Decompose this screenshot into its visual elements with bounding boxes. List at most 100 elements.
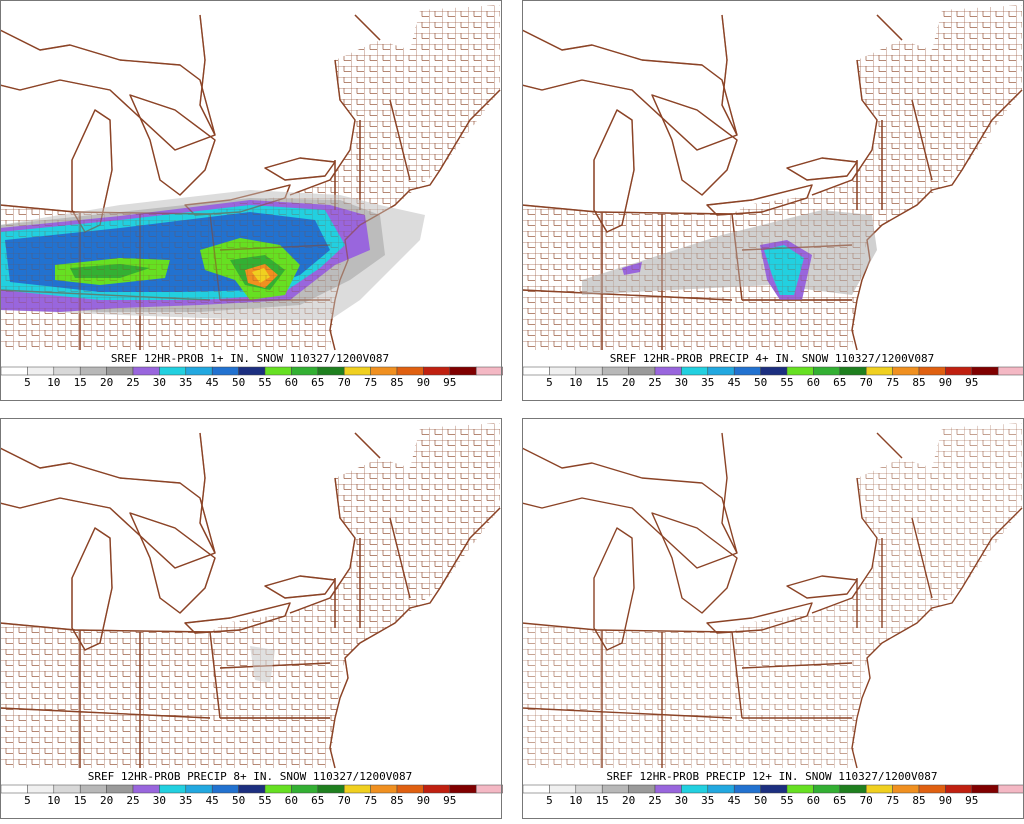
colorbar-label: 75 xyxy=(886,794,899,807)
colorbar-box xyxy=(291,366,319,376)
colorbar-box xyxy=(106,784,134,794)
colorbar-box xyxy=(601,366,629,376)
colorbar-label: 85 xyxy=(390,376,403,389)
map-panel: SREF 12HR-PROB PRECIP 4+ IN. SNOW 110327… xyxy=(522,0,1024,401)
colorbar-box xyxy=(971,784,999,794)
colorbar-label: 70 xyxy=(338,376,351,389)
colorbar-box xyxy=(53,784,81,794)
colorbar-box xyxy=(760,366,788,376)
colorbar-box xyxy=(918,784,946,794)
colorbar-label: 60 xyxy=(285,376,298,389)
colorbar-label: 15 xyxy=(74,794,87,807)
colorbar-label: 60 xyxy=(807,376,820,389)
colorbar-label: 5 xyxy=(24,794,31,807)
colorbar-box xyxy=(185,366,213,376)
colorbar-box xyxy=(997,366,1024,376)
colorbar-label: 90 xyxy=(417,794,430,807)
colorbar-label: 85 xyxy=(390,794,403,807)
colorbar-label: 35 xyxy=(179,376,192,389)
colorbar-box xyxy=(238,784,266,794)
colorbar-box xyxy=(370,784,398,794)
map-area xyxy=(522,4,1023,351)
colorbar-label: 30 xyxy=(675,794,688,807)
colorbar-box xyxy=(654,366,682,376)
colorbar-box xyxy=(264,784,292,794)
colorbar-box xyxy=(475,366,503,376)
colorbar-box xyxy=(449,366,477,376)
colorbar-box xyxy=(291,784,319,794)
colorbar-box xyxy=(211,784,239,794)
colorbar-label: 50 xyxy=(754,376,767,389)
basemap-overlay xyxy=(522,4,1023,351)
colorbar-label: 75 xyxy=(364,376,377,389)
colorbar-box xyxy=(839,784,867,794)
colorbar-box xyxy=(786,366,814,376)
colorbar-label: 45 xyxy=(728,794,741,807)
colorbar-label: 30 xyxy=(153,376,166,389)
colorbar-label: 25 xyxy=(126,376,139,389)
colorbar-box xyxy=(0,784,28,794)
colorbar-box xyxy=(185,784,213,794)
colorbar-box xyxy=(760,784,788,794)
colorbar-box xyxy=(945,366,973,376)
panel-frame xyxy=(0,0,502,401)
colorbar-label: 50 xyxy=(232,794,245,807)
map-area xyxy=(0,4,501,351)
map-area xyxy=(0,422,501,769)
colorbar-box xyxy=(79,366,107,376)
colorbar-box xyxy=(396,784,424,794)
colorbar-label: 15 xyxy=(74,376,87,389)
colorbar-label: 85 xyxy=(912,794,925,807)
colorbar-box xyxy=(159,784,187,794)
colorbar-label: 20 xyxy=(100,794,113,807)
colorbar-label: 55 xyxy=(780,794,793,807)
colorbar-label: 5 xyxy=(24,376,31,389)
colorbar-label: 10 xyxy=(569,794,582,807)
colorbar-box xyxy=(997,784,1024,794)
colorbar-label: 50 xyxy=(232,376,245,389)
colorbar-box xyxy=(475,784,503,794)
colorbar-box xyxy=(733,784,761,794)
colorbar-box xyxy=(549,784,577,794)
colorbar-label: 20 xyxy=(100,376,113,389)
colorbar-box xyxy=(865,366,893,376)
colorbar-label: 90 xyxy=(939,376,952,389)
colorbar-label: 10 xyxy=(47,794,60,807)
colorbar-label: 65 xyxy=(833,376,846,389)
colorbar-label: 75 xyxy=(364,794,377,807)
colorbar-label: 65 xyxy=(833,794,846,807)
colorbar-label: 45 xyxy=(206,376,219,389)
basemap-overlay xyxy=(0,4,501,351)
colorbar-box xyxy=(522,366,550,376)
colorbar-label: 55 xyxy=(780,376,793,389)
colorbar-label: 95 xyxy=(965,376,978,389)
colorbar-label: 5 xyxy=(546,376,553,389)
colorbar-label: 25 xyxy=(648,376,661,389)
map-panel: SREF 12HR-PROB PRECIP 12+ IN. SNOW 11032… xyxy=(522,418,1024,819)
colorbar-label: 20 xyxy=(622,376,635,389)
colorbar-label: 65 xyxy=(311,376,324,389)
colorbar-box xyxy=(892,784,920,794)
map-area xyxy=(522,422,1023,769)
colorbar-box xyxy=(575,784,603,794)
colorbar-label: 60 xyxy=(285,794,298,807)
colorbar-box xyxy=(106,366,134,376)
colorbar-label: 5 xyxy=(546,794,553,807)
colorbar-box xyxy=(628,366,656,376)
colorbar-box xyxy=(654,784,682,794)
colorbar-box xyxy=(0,366,28,376)
map-panel: SREF 12HR-PROB PRECIP 8+ IN. SNOW 110327… xyxy=(0,418,503,819)
colorbar-label: 30 xyxy=(675,376,688,389)
colorbar-label: 60 xyxy=(807,794,820,807)
colorbar-box xyxy=(343,784,371,794)
colorbar-label: 70 xyxy=(860,794,873,807)
colorbar-label: 70 xyxy=(338,794,351,807)
colorbar-label: 15 xyxy=(596,376,609,389)
colorbar-label: 90 xyxy=(417,376,430,389)
colorbar-label: 25 xyxy=(126,794,139,807)
colorbar-box xyxy=(707,784,735,794)
colorbar-label: 35 xyxy=(179,794,192,807)
colorbar-box xyxy=(601,784,629,794)
colorbar-box xyxy=(132,784,160,794)
